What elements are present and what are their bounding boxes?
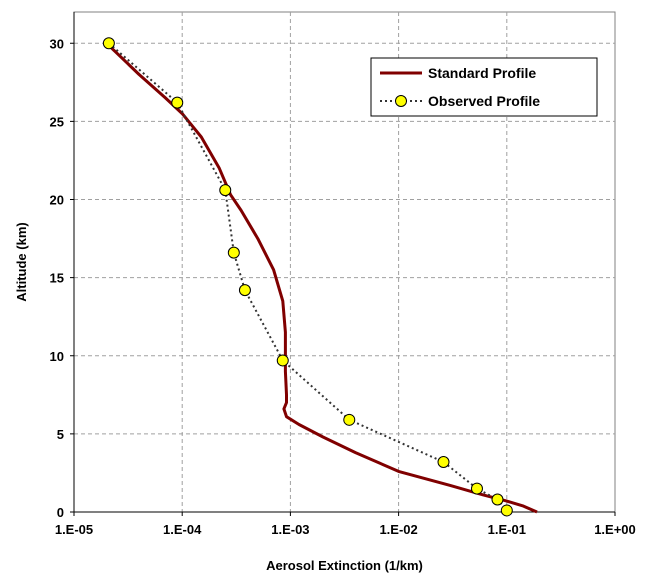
- legend-marker-observed-profile: [395, 95, 407, 107]
- data-point-observed-profile: [219, 184, 232, 197]
- x-tick-label: 1.E+00: [594, 522, 636, 537]
- y-tick-label: 10: [50, 349, 64, 364]
- y-tick-label: 30: [50, 36, 64, 51]
- data-point-observed-profile: [171, 96, 184, 109]
- data-point-observed-profile: [276, 354, 289, 367]
- grid-lines: [73, 12, 615, 513]
- legend-label-observed-profile: Observed Profile: [428, 93, 540, 109]
- legend: Standard Profile Observed Profile: [370, 57, 598, 117]
- y-tick-label: 5: [57, 427, 64, 442]
- x-tick-label: 1.E-02: [379, 522, 417, 537]
- data-point-observed-profile: [238, 284, 251, 297]
- series-line-observed-profile: [108, 42, 508, 512]
- y-tick-label: 15: [50, 271, 64, 286]
- legend-box: [370, 57, 598, 117]
- data-point-observed-profile: [491, 493, 504, 506]
- x-tick-label: 1.E-03: [271, 522, 309, 537]
- data-point-observed-profile: [437, 456, 450, 468]
- x-tick-label: 1.E-05: [55, 522, 93, 537]
- y-tick-label: 20: [50, 193, 64, 208]
- x-tick-label: 1.E-04: [163, 522, 202, 537]
- data-point-observed-profile: [470, 482, 483, 495]
- y-tick-label: 0: [57, 505, 64, 520]
- y-tick-labels: 0 5 10 15 20 25 30: [50, 36, 74, 520]
- series-group: [102, 37, 538, 517]
- data-point-observed-profile: [343, 413, 356, 426]
- x-tick-labels: 1.E-05 1.E-04 1.E-03 1.E-02 1.E-01 1.E+00: [55, 512, 636, 537]
- legend-label-standard-profile: Standard Profile: [428, 65, 536, 81]
- x-tick-label: 1.E-01: [488, 522, 526, 537]
- y-axis-title: Altitude (km): [14, 222, 29, 301]
- data-point-observed-profile: [500, 504, 513, 517]
- x-axis-title: Aerosol Extinction (1/km): [266, 558, 423, 573]
- y-tick-label: 25: [50, 114, 64, 129]
- data-point-observed-profile: [102, 37, 115, 50]
- series-line-standard-profile: [105, 42, 538, 514]
- data-point-observed-profile: [227, 246, 240, 259]
